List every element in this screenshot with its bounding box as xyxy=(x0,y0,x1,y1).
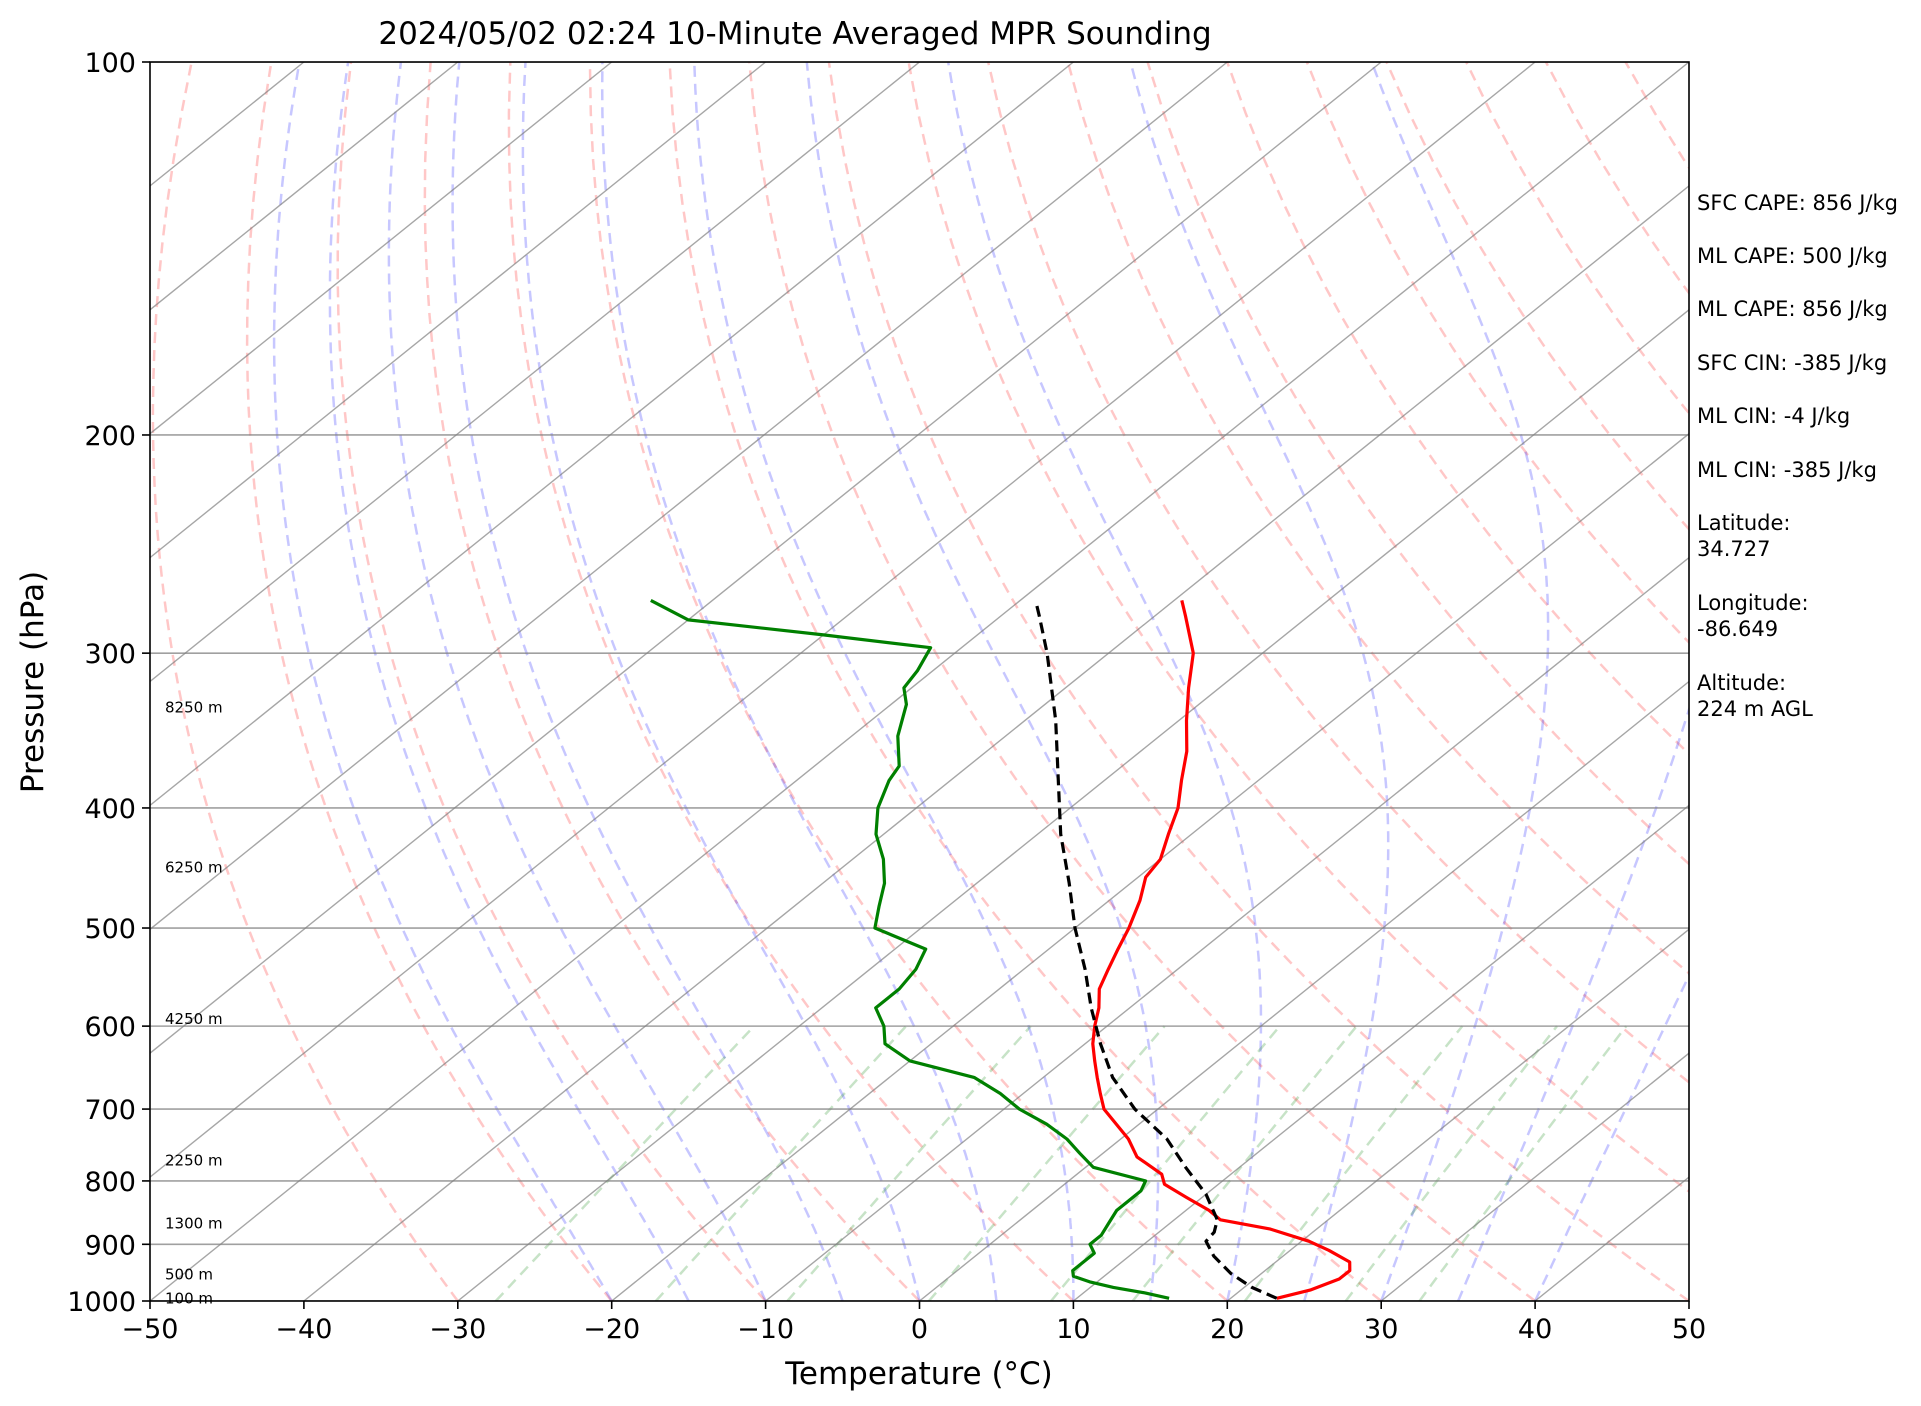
moist-adiabat xyxy=(451,62,844,1301)
x-tick-label: −20 xyxy=(583,1314,640,1345)
isotherm xyxy=(150,62,1689,1301)
moist-adiabat xyxy=(946,62,1263,1301)
isotherm xyxy=(150,62,1536,1178)
height-label: 100 m xyxy=(165,1289,213,1307)
isotherm xyxy=(765,556,1689,1301)
mixing-ratio-line xyxy=(927,1025,1166,1301)
dry-adiabat xyxy=(336,62,767,1301)
dry-adiabat xyxy=(907,62,1689,1194)
moist-adiabat xyxy=(328,62,690,1301)
x-tick-label: 40 xyxy=(1518,1314,1552,1345)
x-tick-label: −10 xyxy=(737,1314,794,1345)
height-label: 6250 m xyxy=(165,859,223,877)
dry-adiabat xyxy=(986,62,1689,1084)
mixing-ratio-line xyxy=(1344,1025,1558,1301)
x-tick-label: 10 xyxy=(1056,1314,1090,1345)
x-tick-label: 20 xyxy=(1210,1314,1244,1345)
dry-adiabat xyxy=(1146,62,1689,866)
dry-adiabat xyxy=(588,62,1229,1301)
x-axis-label: Temperature (°C) xyxy=(784,1356,1053,1392)
isobar-grid xyxy=(150,62,1689,1301)
moist-adiabat xyxy=(521,62,921,1301)
x-tick-label: 0 xyxy=(911,1314,928,1345)
x-tick-label: −50 xyxy=(122,1314,179,1345)
info-entry: ML CIN: -385 J/kg xyxy=(1697,458,1877,482)
moist-adiabat xyxy=(387,62,767,1301)
isotherm xyxy=(150,62,1228,931)
info-entry: Longitude: -86.649 xyxy=(1697,591,1809,641)
height-label: 4250 m xyxy=(165,1010,223,1028)
dry-adiabat xyxy=(748,62,1536,1301)
isotherm xyxy=(150,62,1382,1055)
sounding-profiles xyxy=(650,598,1352,1300)
moist-adiabat xyxy=(1370,62,1550,1301)
y-axis-label: Pressure (hPa) xyxy=(15,571,51,793)
y-tick-label: 700 xyxy=(84,1095,136,1126)
dry-adiabat xyxy=(1066,62,1689,975)
x-tick-label: 50 xyxy=(1672,1314,1706,1345)
info-entry: Latitude: 34.727 xyxy=(1697,511,1791,561)
height-label: 8250 m xyxy=(165,699,223,717)
isotherm xyxy=(150,62,920,683)
dewpoint-line xyxy=(650,598,1170,1300)
y-axis: 100 200 300 400 500 600 700 800 900 1000 xyxy=(67,48,150,1318)
isotherm xyxy=(1380,1052,1689,1301)
info-entry: SFC CIN: -385 J/kg xyxy=(1697,351,1887,375)
isotherm xyxy=(150,62,459,311)
y-tick-label: 900 xyxy=(84,1230,136,1261)
dry-adiabat xyxy=(827,62,1689,1301)
y-tick-label: 400 xyxy=(84,794,136,825)
y-tick-label: 800 xyxy=(84,1167,136,1198)
y-tick-label: 300 xyxy=(84,639,136,670)
height-label: 1300 m xyxy=(165,1215,223,1233)
moist-adiabat xyxy=(600,62,998,1301)
isotherm xyxy=(150,62,613,435)
background-lines xyxy=(150,62,1689,1301)
info-entry: ML CIN: -4 J/kg xyxy=(1697,404,1850,428)
moist-adiabat xyxy=(1533,972,1689,1301)
isotherm xyxy=(150,62,767,559)
temperature-line xyxy=(1091,600,1352,1300)
mixing-ratio-line xyxy=(494,1025,756,1301)
x-tick-label: −40 xyxy=(275,1314,332,1345)
y-tick-label: 1000 xyxy=(67,1287,136,1318)
y-tick-label: 200 xyxy=(84,421,136,452)
dry-adiabat xyxy=(423,62,921,1301)
mixing-ratio-line xyxy=(654,1025,908,1301)
chart-title: 2024/05/02 02:24 10-Minute Averaged MPR … xyxy=(378,16,1211,52)
isotherm xyxy=(150,62,1074,807)
moist-adiabat xyxy=(1129,62,1390,1301)
x-axis: −50 −40 −30 −20 −10 0 10 20 30 40 50 xyxy=(122,1301,1706,1345)
height-label: 2250 m xyxy=(165,1151,223,1169)
isotherm xyxy=(919,680,1689,1301)
moist-adiabat xyxy=(1456,62,1689,1301)
info-entry: SFC CAPE: 856 J/kg xyxy=(1697,191,1898,215)
y-tick-label: 600 xyxy=(84,1012,136,1043)
x-tick-label: −30 xyxy=(429,1314,486,1345)
moist-adiabat xyxy=(805,62,1160,1301)
isotherm xyxy=(1226,928,1689,1301)
height-labels: 100 m 500 m 1300 m 2250 m 4250 m 6250 m 8250 m xyxy=(165,699,223,1308)
info-entry: Altitude: 224 m AGL xyxy=(1697,671,1813,721)
dry-adiabat xyxy=(668,62,1382,1301)
height-label: 500 m xyxy=(165,1266,213,1284)
isotherm xyxy=(457,308,1689,1301)
y-tick-label: 500 xyxy=(84,914,136,945)
x-tick-label: 30 xyxy=(1364,1314,1398,1345)
parcel-profile-line xyxy=(1034,600,1278,1300)
isotherm xyxy=(1072,804,1689,1301)
dry-adiabat xyxy=(245,62,613,1301)
dry-adiabat xyxy=(507,62,1075,1301)
info-entry: ML CAPE: 856 J/kg xyxy=(1697,297,1888,321)
moist-adiabat xyxy=(693,62,1075,1301)
moist-adiabat xyxy=(272,62,613,1301)
y-tick-label: 100 xyxy=(84,48,136,79)
info-panel: SFC CAPE: 856 J/kg ML CAPE: 500 J/kg ML CA… xyxy=(1697,191,1898,721)
isotherm xyxy=(303,185,1689,1301)
info-entry: ML CAPE: 500 J/kg xyxy=(1697,244,1888,268)
dry-adiabat xyxy=(151,62,459,1301)
isotherm xyxy=(611,432,1689,1301)
